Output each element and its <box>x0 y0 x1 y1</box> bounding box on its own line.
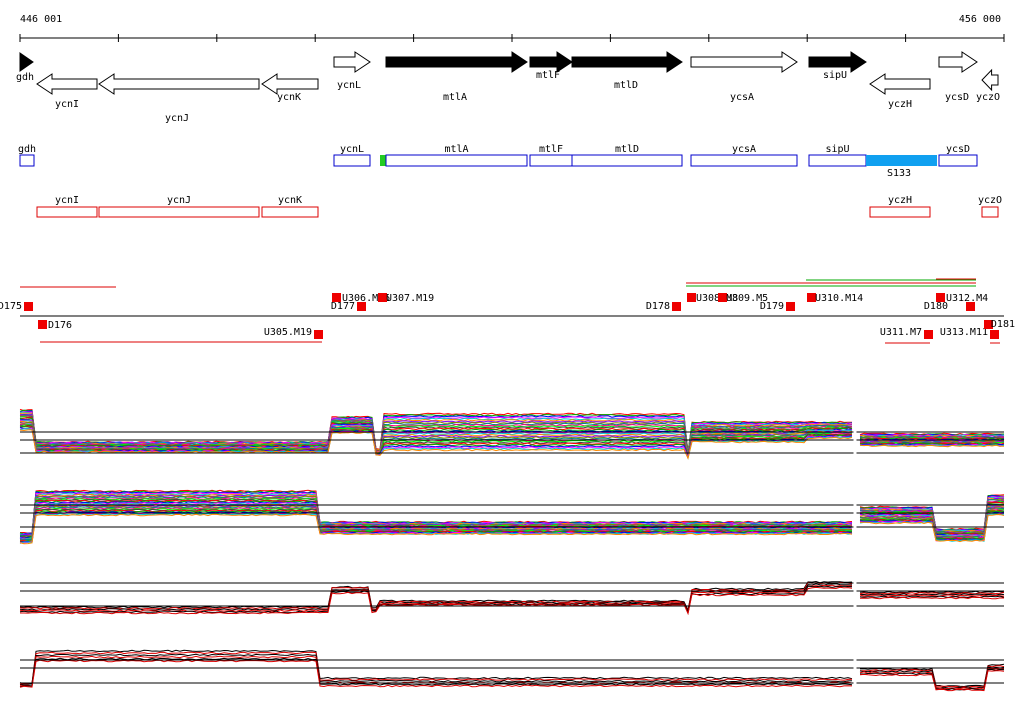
gene-arrow <box>571 51 683 73</box>
gene-label: ycsA <box>730 92 754 103</box>
gene-arrow <box>19 52 34 72</box>
box-start <box>380 155 386 166</box>
feature-label: ycsA <box>732 144 756 155</box>
segment-label: D176 <box>48 320 72 331</box>
feature-box <box>529 154 573 167</box>
gene-arrow <box>36 73 98 95</box>
feature-box <box>98 206 260 218</box>
ruler-start: 446 001 <box>20 14 62 25</box>
segment-label: U310.M14 <box>815 293 863 304</box>
expression-line <box>20 586 1005 616</box>
ruler-end: 456 000 <box>959 14 1001 25</box>
segment-label: D180 <box>924 301 948 312</box>
feature-box <box>261 206 319 218</box>
segment-label: D181 <box>991 319 1015 330</box>
gene-arrow <box>98 73 260 95</box>
segment-marker <box>936 293 945 302</box>
segment-label: U311.M7 <box>880 327 922 338</box>
feature-box <box>36 206 98 218</box>
segment-marker <box>24 302 33 311</box>
segment-label: U308.M8 <box>696 293 738 304</box>
segment-marker <box>984 320 993 329</box>
segment-marker <box>990 330 999 339</box>
feature-label: yczH <box>888 195 912 206</box>
segment-marker <box>687 293 696 302</box>
feature-label: ycnJ <box>167 195 191 206</box>
gene-label: yczH <box>888 99 912 110</box>
segment-marker <box>672 302 681 311</box>
gene-arrow <box>261 73 319 95</box>
segment-marker <box>807 293 816 302</box>
gene-arrow <box>869 73 931 95</box>
feature-label: mtlF <box>539 144 563 155</box>
feature-box <box>981 206 999 218</box>
gene-arrow <box>529 51 573 73</box>
gene-arrow <box>690 51 798 73</box>
feature-box <box>690 154 798 167</box>
gene-arrow <box>938 51 978 73</box>
gene-label: gdh <box>16 72 34 83</box>
gene-label: sipU <box>823 70 847 81</box>
segment-marker <box>357 302 366 311</box>
expression-line <box>19 429 1004 460</box>
segment-label: D179 <box>760 301 784 312</box>
gene-arrow <box>808 51 867 73</box>
gene-label: mtlA <box>443 92 467 103</box>
feature-box <box>938 154 978 167</box>
feature-box <box>808 154 867 167</box>
feature-label: mtlA <box>444 144 468 155</box>
gene-arrow <box>385 51 528 73</box>
segment-label: U309.M5 <box>726 293 768 304</box>
segment-label: U306.M16 <box>342 293 390 304</box>
feature-label: ycnL <box>340 144 364 155</box>
feature-box <box>19 154 35 167</box>
feature-box <box>333 154 371 167</box>
segment-marker <box>924 330 933 339</box>
feature-label: yczO <box>978 195 1002 206</box>
segment-marker <box>314 330 323 339</box>
feature-label: mtlD <box>615 144 639 155</box>
gene-label: ycnJ <box>165 113 189 124</box>
segment-label: U312.M4 <box>946 293 988 304</box>
gene-label: yczO <box>976 92 1000 103</box>
gene-arrow <box>981 68 999 92</box>
feature-label: ycsD <box>946 144 970 155</box>
gene-label: ycnL <box>337 80 361 91</box>
feature-box <box>385 154 528 167</box>
segment-marker <box>786 302 795 311</box>
gene-label: mtlD <box>614 80 638 91</box>
gene-label: mtlF <box>536 70 560 81</box>
segment-label: U307.M19 <box>386 293 434 304</box>
segment-label: D175 <box>0 301 22 312</box>
highlight-label: S133 <box>887 168 911 179</box>
segment-marker <box>718 293 727 302</box>
gene-label: ycsD <box>945 92 969 103</box>
feature-label: sipU <box>825 144 849 155</box>
segment-label: D177 <box>331 301 355 312</box>
segment-marker <box>378 293 387 302</box>
gene-label: ycnK <box>277 92 301 103</box>
segment-marker <box>332 293 341 302</box>
segment-marker <box>966 302 975 311</box>
gene-arrow <box>333 51 371 73</box>
segment-marker <box>38 320 47 329</box>
gene-label: ycnI <box>55 99 79 110</box>
feature-box <box>869 206 931 218</box>
feature-box <box>571 154 683 167</box>
highlight-box <box>866 155 937 166</box>
feature-label: ycnI <box>55 195 79 206</box>
feature-label: gdh <box>18 144 36 155</box>
segment-label: D178 <box>646 301 670 312</box>
expression-line <box>19 411 1005 454</box>
segment-label: U305.M19 <box>264 327 312 338</box>
feature-label: ycnK <box>278 195 302 206</box>
expression-line <box>19 513 1005 545</box>
segment-label: U313.M11 <box>940 327 988 338</box>
expression-line <box>19 653 1005 689</box>
